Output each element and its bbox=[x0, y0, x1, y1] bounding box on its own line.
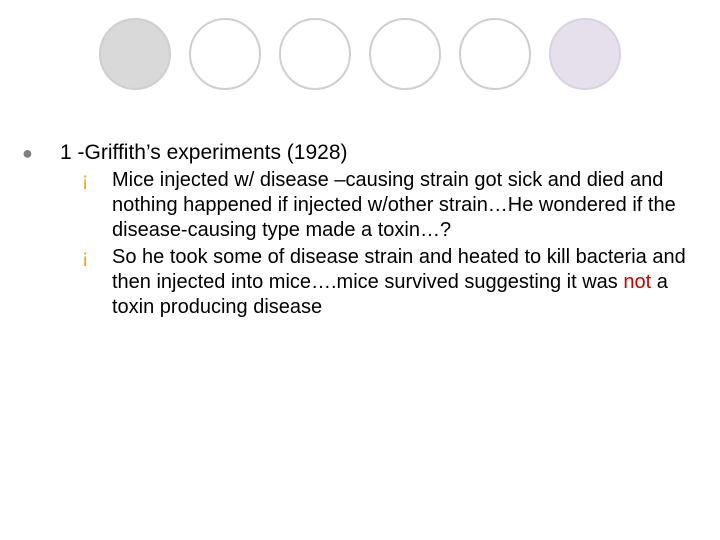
list-item-level1-text: 1 -Griffith’s experiments (1928) bbox=[60, 140, 348, 166]
list-item-level2-text: So he took some of disease strain and he… bbox=[112, 245, 690, 320]
decorative-circle bbox=[369, 18, 441, 90]
list-level2: ¡ Mice injected w/ disease –causing stra… bbox=[82, 168, 690, 320]
decorative-circle bbox=[279, 18, 351, 90]
bullet-level2-icon: ¡ bbox=[82, 245, 112, 270]
decorative-circle bbox=[459, 18, 531, 90]
decorative-circle bbox=[549, 18, 621, 90]
content-area: ● 1 -Griffith’s experiments (1928) ¡ Mic… bbox=[22, 140, 690, 322]
slide: ● 1 -Griffith’s experiments (1928) ¡ Mic… bbox=[0, 0, 720, 540]
text-run: Mice injected w/ disease –causing strain… bbox=[112, 169, 676, 241]
text-run: So he took some of disease strain and he… bbox=[112, 246, 686, 293]
list-item-level2: ¡ Mice injected w/ disease –causing stra… bbox=[82, 168, 690, 243]
decorative-circle bbox=[99, 18, 171, 90]
highlight-text: not bbox=[623, 271, 651, 293]
bullet-level1-icon: ● bbox=[22, 140, 60, 166]
bullet-level2-icon: ¡ bbox=[82, 168, 112, 193]
decorative-circle bbox=[189, 18, 261, 90]
list-item-level1: ● 1 -Griffith’s experiments (1928) bbox=[22, 140, 690, 166]
decorative-circles-row bbox=[0, 18, 720, 90]
list-item-level2-text: Mice injected w/ disease –causing strain… bbox=[112, 168, 690, 243]
list-item-level2: ¡ So he took some of disease strain and … bbox=[82, 245, 690, 320]
